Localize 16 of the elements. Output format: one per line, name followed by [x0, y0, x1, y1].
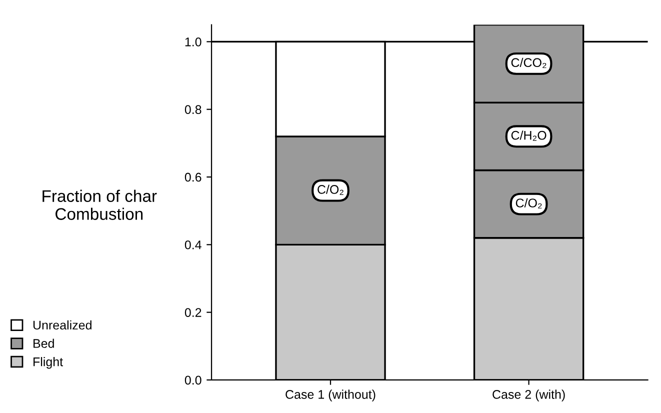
y-tick-label: 0.2	[184, 308, 202, 317]
annotation: C/H₂O	[511, 130, 546, 141]
legend-label: Flight	[34, 357, 63, 369]
legend-label: Unrealized	[33, 320, 92, 330]
y-axis-title: Fraction of char Combustion	[42, 190, 157, 220]
y-tick-label: 0.6	[184, 172, 202, 182]
y-tick-label: 1.0	[185, 37, 202, 46]
x-tick-label: Case 1 (without)	[286, 390, 376, 402]
annotation: C/O₂	[516, 198, 542, 208]
x-tick-label: Case 2 (with)	[492, 390, 565, 402]
y-tick-label: 0.8	[184, 105, 202, 114]
annotation: C/CO₂	[511, 58, 546, 68]
legend-label: Bed	[34, 338, 54, 348]
annotation: C/O₂	[318, 184, 344, 195]
y-tick-label: 0.4	[184, 240, 202, 250]
y-tick-label: 0.0	[184, 376, 202, 385]
